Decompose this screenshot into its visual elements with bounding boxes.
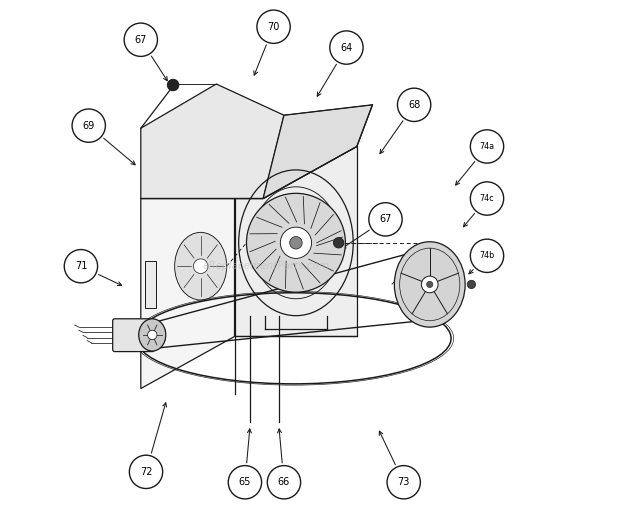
- Circle shape: [148, 330, 157, 340]
- Circle shape: [471, 130, 503, 163]
- Text: 64: 64: [340, 43, 353, 53]
- Circle shape: [193, 259, 208, 274]
- Circle shape: [471, 239, 503, 272]
- Circle shape: [387, 466, 420, 499]
- Circle shape: [267, 466, 301, 499]
- Text: 68: 68: [408, 100, 420, 110]
- Polygon shape: [263, 105, 373, 198]
- Circle shape: [422, 276, 438, 293]
- Text: 74b: 74b: [479, 251, 495, 260]
- Circle shape: [228, 466, 262, 499]
- Text: 74a: 74a: [479, 142, 495, 151]
- Circle shape: [167, 79, 179, 91]
- Text: 65: 65: [239, 477, 251, 487]
- Circle shape: [72, 109, 105, 143]
- Circle shape: [467, 280, 476, 289]
- FancyBboxPatch shape: [113, 319, 154, 352]
- Circle shape: [290, 236, 302, 249]
- Circle shape: [427, 281, 433, 288]
- Circle shape: [257, 10, 290, 43]
- Polygon shape: [141, 84, 284, 198]
- Bar: [145, 261, 156, 308]
- Polygon shape: [141, 147, 357, 198]
- Circle shape: [280, 227, 312, 258]
- Circle shape: [247, 193, 345, 292]
- Text: eReplacementParts.com: eReplacementParts.com: [202, 261, 329, 271]
- Text: 69: 69: [82, 121, 95, 130]
- Text: 66: 66: [278, 477, 290, 487]
- Ellipse shape: [139, 319, 166, 351]
- Polygon shape: [141, 147, 234, 388]
- Text: 70: 70: [267, 22, 280, 32]
- Circle shape: [130, 455, 162, 489]
- Circle shape: [124, 23, 157, 56]
- Circle shape: [397, 88, 431, 122]
- Text: 73: 73: [397, 477, 410, 487]
- Text: 67: 67: [135, 35, 147, 45]
- Text: 74c: 74c: [480, 194, 494, 203]
- Text: 72: 72: [140, 467, 153, 477]
- Text: 71: 71: [75, 261, 87, 271]
- Circle shape: [471, 182, 503, 215]
- Circle shape: [334, 238, 344, 248]
- Ellipse shape: [175, 232, 227, 300]
- Circle shape: [369, 203, 402, 236]
- Text: 67: 67: [379, 215, 392, 224]
- Circle shape: [330, 31, 363, 64]
- Polygon shape: [234, 147, 357, 337]
- Circle shape: [64, 250, 97, 283]
- Ellipse shape: [394, 242, 465, 327]
